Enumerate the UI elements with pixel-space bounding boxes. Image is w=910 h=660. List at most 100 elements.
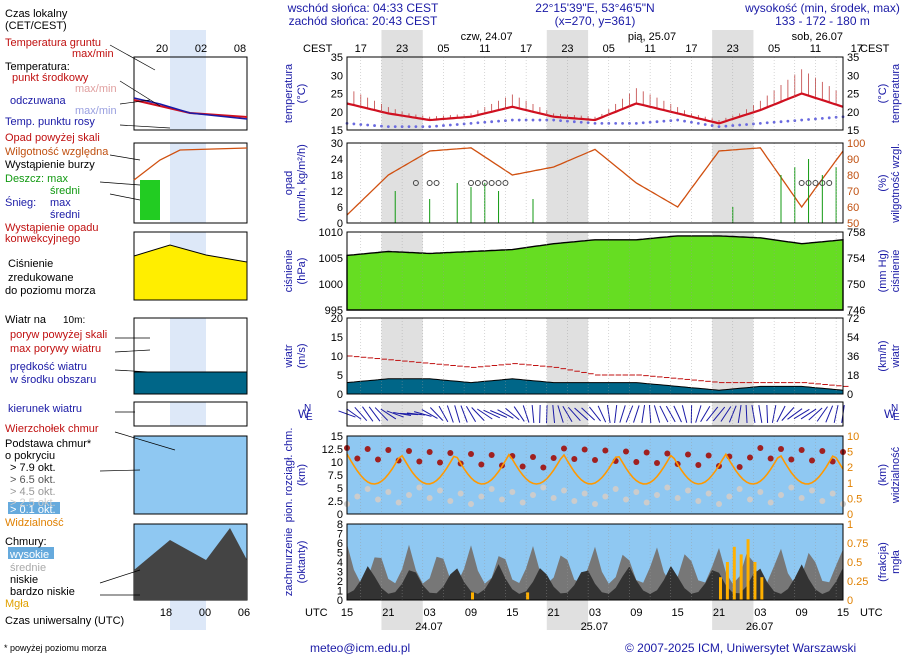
dewpoint-dot [648,120,652,124]
panel-frame-temp [346,56,844,131]
tick-left: 0 [337,218,343,230]
elev-values: 133 - 172 - 180 m [775,14,870,28]
wind-arrow [406,412,425,416]
legend-poryw_skali: poryw powyżej skali [10,329,107,341]
leader-line [99,569,141,584]
wind-arrow [574,407,589,421]
leader-line [114,349,151,353]
night-band-top [712,30,754,57]
utc-tick: 21 [713,607,725,619]
cloud-top-dot [747,454,753,461]
legend-kierunek: kierunek wiatru [8,403,82,415]
wind-arrow [446,405,454,423]
fog-bar [471,592,474,600]
tick-left: 20 [331,107,343,119]
dewpoint-dot [579,120,583,124]
wind-arrow [490,410,508,418]
legend-opad_skali: Opad powyżej skali [5,132,100,144]
cloud-base-dot [623,496,629,503]
wind-arrow [776,405,786,423]
axis-title-right2: mgła [890,549,902,574]
cloud-top-dot [416,458,423,465]
wind-arrow [695,405,702,423]
tick-left: 4 [337,557,343,569]
visibility-line [346,452,844,485]
wind-arrow [745,404,748,424]
cest-tick: 23 [727,43,739,55]
tick-right: 15 [847,125,859,137]
dewpoint-dot [572,120,576,124]
cloud-base-dot [468,501,474,507]
storm-marker [826,180,833,186]
dewpoint-dot [373,124,376,127]
legend-burza: Wystąpienie burzy [5,159,95,171]
legend-cloud-bg [133,435,248,515]
dewpoint-dot [676,118,680,122]
legend-sredni1: średni [50,185,80,197]
wind-arrow [737,405,742,423]
utc-label: UTC [305,607,328,619]
axis-title-left: pion. rozciągł. chm. [283,428,295,523]
footer-email[interactable]: meteo@icm.edu.pl [310,641,411,655]
wind-arrow [539,404,541,424]
cloud-top-dot [354,455,361,462]
day-label-top: czw, 24.07 [461,31,513,43]
tick-left: 20 [331,313,343,325]
utc-tick: 21 [382,607,394,619]
tick-right: 18 [847,370,859,382]
leader-line [119,80,161,107]
legend-okt5: > 0.1 okt. [10,504,56,516]
axis-title-left2: (hPa) [296,258,308,285]
axis-title-left: temperatura [283,63,295,123]
tick-right: 72 [847,313,859,325]
dewpoint-dot [758,121,762,125]
tick-left: 6 [337,538,343,550]
cloud-base-dot [437,487,443,494]
wind-arrow [633,405,640,423]
cloud-top-dot [581,446,588,453]
cloud-top-dot [364,446,371,452]
cloud-base-dot [530,492,536,498]
cloud-base-dot [375,496,381,503]
wind-arrow [614,405,618,423]
tick-left: 8 [337,519,343,531]
cloud-top-dot [540,464,547,471]
tick-left: 1005 [319,253,343,265]
cloud-top-dot [643,449,650,456]
axis-title-left: zachmurzenie [283,528,295,596]
cloud-base-dot [540,484,547,491]
axis-title-right2: wilgotność wzgl. [890,143,902,223]
cloud-top-dot [571,456,578,462]
tick-left: 10 [331,351,343,363]
cloud-base-dot [499,496,505,503]
cloud-top-dot [809,457,815,464]
cloud-top-dot [654,460,660,466]
utc-tick: 15 [506,607,518,619]
tick-right: 100 [847,138,865,150]
coordinates: 22°15'39"E, 53°46'5"N (x=270, y=361) [515,2,675,28]
tick-left: 7 [337,529,343,541]
legend-humidity [133,147,248,181]
dewpoint-dot [745,123,748,126]
day-label-bottom: 24.07 [415,621,443,633]
dewpoint-dot [442,124,445,127]
cloud-top-dot [530,454,536,460]
tick-right: 70 [847,186,859,198]
cloud-base-dot [581,490,588,497]
day-label-bottom: 25.07 [581,621,609,633]
legend-cisnienie2: zredukowane [8,272,73,284]
axis-title-left2: (mm/h, kg/m²/h) [296,144,308,222]
axis-title-right: (°C) [877,84,889,104]
legend-bardzo_niskie: bardzo niskie [10,586,75,598]
wind-arrow [816,406,828,422]
cloud-base-dot [447,498,454,504]
dewpoint-dot [779,120,783,124]
cloud-base-dot [654,492,660,498]
cloud-base-dot [695,498,702,504]
panel-frame-cis [346,231,844,311]
cloud-base-dot [592,501,598,507]
elev-title: wysokość (min, środek, max) [745,1,900,15]
cloud-base-dot [633,489,640,495]
legend-night [170,402,206,426]
sunrise-text: wschód słońca: 04:33 CEST [287,1,439,15]
